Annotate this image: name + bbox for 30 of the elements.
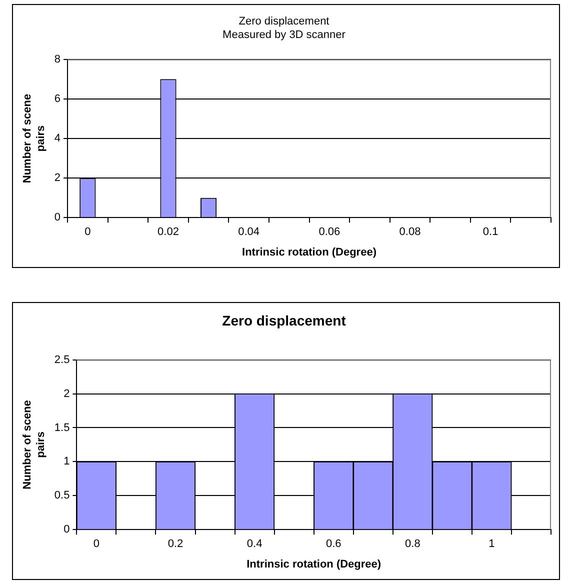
chart-subtitle: Measured by 3D scanner <box>222 28 346 41</box>
x-tick-label: 0.04 <box>238 226 260 238</box>
y-tick-label: 2 <box>54 172 61 184</box>
x-tick-label: 0 <box>84 226 91 238</box>
y-tick-label: 6 <box>54 92 61 105</box>
x-tick-label: 0.02 <box>158 226 179 238</box>
x-tick-label: 0.08 <box>399 226 421 238</box>
x-tick-label: 1 <box>488 538 495 550</box>
y-tick-label: 2 <box>64 388 70 400</box>
x-tick-label: 0.8 <box>405 538 420 550</box>
x-tick-label: 0.4 <box>246 538 262 550</box>
y-tick-label: 8 <box>54 53 61 66</box>
x-tick-label: 0.06 <box>318 226 340 238</box>
y-tick-label: 0 <box>64 524 70 536</box>
y-tick-label: 1 <box>64 456 70 468</box>
y-tick-label: 0.5 <box>54 490 70 502</box>
x-tick-label: 0.6 <box>326 538 342 550</box>
chart-title: Zero displacement <box>222 312 346 328</box>
y-axis-title: Number of scene pairs <box>22 400 47 490</box>
x-tick-label: 0.2 <box>168 538 184 550</box>
y-axis-title: Number of scene pairs <box>22 94 47 184</box>
y-tick-label: 4 <box>54 132 61 145</box>
chart-title: Zero displacement <box>238 16 330 28</box>
y-tick-label: 0 <box>54 212 61 224</box>
y-tick-label: 1.5 <box>54 422 70 434</box>
x-axis-title: Intrinsic rotation (Degree) <box>242 246 377 258</box>
x-axis-title: Intrinsic rotation (Degree) <box>246 558 382 570</box>
x-tick-label: 0 <box>93 538 100 550</box>
x-tick-label: 0.1 <box>482 226 498 238</box>
y-tick-label: 2.5 <box>54 354 70 366</box>
